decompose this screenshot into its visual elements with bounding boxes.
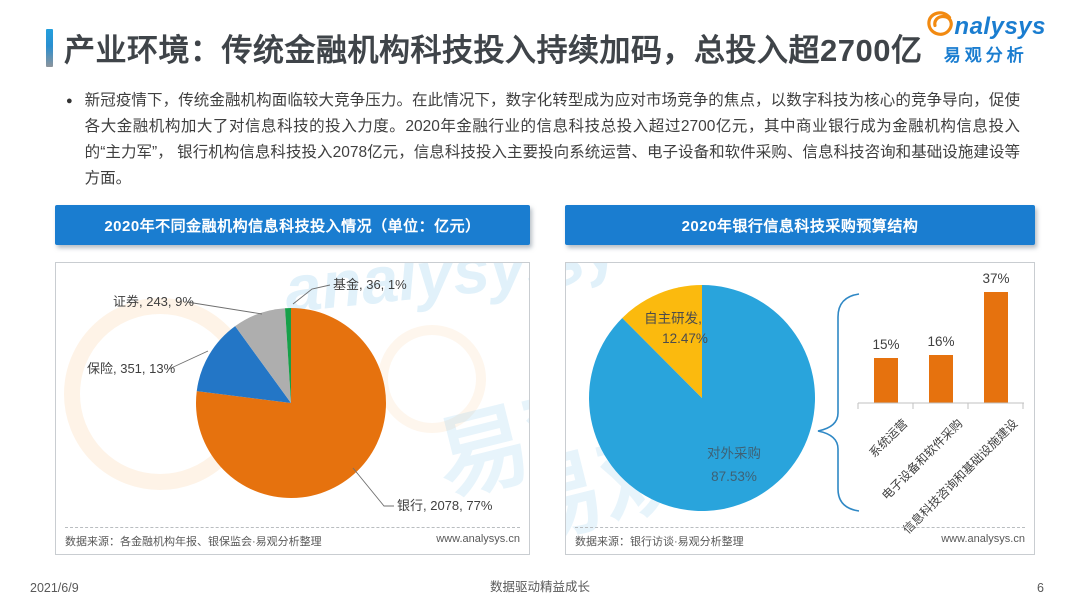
pie-slice	[235, 308, 291, 403]
pie-slice	[285, 308, 291, 403]
left-chart-panel: analysys 易观 证券, 243, 9% 保险, 351, 13% 基金,…	[55, 262, 530, 555]
right-panel-source-row: 数据来源：银行访谈·易观分析整理 www.analysys.cn	[575, 527, 1025, 549]
footer-date: 2021/6/9	[30, 581, 79, 595]
pie-slices	[589, 285, 816, 511]
title-accent-bar	[46, 28, 53, 67]
pie-slice	[622, 285, 702, 398]
data-source: 数据来源：银行访谈·易观分析整理	[575, 536, 744, 548]
logo-brand-cn: 易观分析	[943, 46, 1028, 65]
bar	[874, 358, 898, 403]
footer-slogan: 数据驱动精益成长	[489, 580, 590, 594]
left-chart-banner: 2020年不同金融机构信息科技投入情况（单位：亿元）	[55, 205, 530, 245]
slide-header: 产业环境：传统金融机构科技投入持续加码，总投入超2700亿	[46, 25, 922, 70]
bullet-icon: ●	[66, 95, 73, 107]
bar-group: 15% 16% 37%	[872, 271, 1010, 403]
pie-label-inhouse-name: 自主研发,	[644, 311, 702, 326]
logo-brand-text: nalysys	[954, 13, 1046, 40]
pie-slice	[196, 326, 291, 403]
intro-text: 新冠疫情下，传统金融机构面临较大竞争压力。在此情况下，数字化转型成为应对市场竞争…	[84, 92, 1020, 187]
institutions-pie-chart: 证券, 243, 9% 保险, 351, 13% 基金, 36, 1% 银行, …	[87, 277, 493, 513]
left-panel-source-row: 数据来源：各金融机构年报、银保监会·易观分析整理 www.analysys.cn	[65, 527, 520, 549]
pie-label-inhouse-pct: 12.47%	[662, 331, 708, 346]
site-url: www.analysys.cn	[436, 533, 520, 545]
footer-page-number: 6	[1037, 581, 1044, 595]
right-chart-panel: analysys 易观 自主研发, 12.47% 对外采购 87.53% 15%…	[565, 262, 1035, 555]
page-title: 产业环境：传统金融机构科技投入持续加码，总投入超2700亿	[64, 33, 923, 68]
pie-slices	[196, 308, 387, 498]
leader-line	[186, 301, 263, 315]
intro-paragraph: ● 新冠疫情下，传统金融机构面临较大竞争压力。在此情况下，数字化转型成为应对市场…	[66, 88, 1020, 192]
procurement-pie-and-bar-chart: 自主研发, 12.47% 对外采购 87.53% 15% 16% 37%	[589, 271, 1024, 512]
analysys-swirl-icon	[925, 10, 959, 44]
pie-label-funds: 基金, 36, 1%	[333, 277, 407, 292]
pie-label-banks: 银行, 2078, 77%	[397, 498, 493, 513]
leader-line	[352, 467, 394, 507]
bar-value-label: 37%	[982, 271, 1009, 286]
pie-slice	[589, 285, 816, 511]
leader-line	[168, 350, 209, 370]
bar-value-label: 15%	[872, 337, 899, 352]
pie-label-external-name: 对外采购	[707, 446, 761, 461]
site-url: www.analysys.cn	[941, 533, 1025, 545]
data-source: 数据来源：各金融机构年报、银保监会·易观分析整理	[65, 536, 322, 548]
pie-label-external-pct: 87.53%	[711, 469, 757, 484]
right-chart-banner: 2020年银行信息科技采购预算结构	[565, 205, 1035, 245]
pie-slice	[196, 308, 387, 498]
bar	[929, 355, 953, 403]
bar-value-label: 16%	[927, 334, 954, 349]
analysys-logo: nalysys 易观分析	[925, 10, 1046, 64]
brace-connector	[817, 293, 860, 512]
bar	[984, 292, 1008, 403]
pie-label-securities: 证券, 243, 9%	[113, 294, 194, 309]
pie-label-insurance: 保险, 351, 13%	[87, 361, 176, 376]
leader-line	[292, 284, 331, 305]
